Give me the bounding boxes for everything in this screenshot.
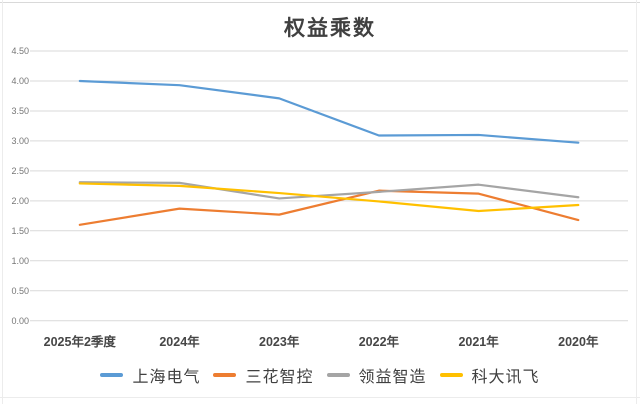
x-tick-label: 2024年 <box>159 335 200 349</box>
legend-item: 上海电气 <box>100 363 200 387</box>
legend-label: 上海电气 <box>132 369 201 386</box>
legend: 上海电气 三花智控 领益智造 科大讯飞 <box>0 363 640 387</box>
y-tick-label: 0.50 <box>11 285 29 296</box>
y-tick-label: 1.00 <box>11 255 29 266</box>
x-tick-label: 2023年 <box>259 335 300 349</box>
y-tick-label: 2.50 <box>11 165 29 176</box>
y-tick-label: 0.00 <box>11 315 29 326</box>
legend-label: 三花智控 <box>245 369 314 386</box>
legend-item: 领益智造 <box>326 363 427 387</box>
chart-title: 权益乘数 <box>284 16 376 40</box>
frame-bottom-border <box>0 397 640 398</box>
legend-marker <box>100 373 124 377</box>
y-tick-label: 3.00 <box>11 135 29 146</box>
series-line-1 <box>78 189 580 226</box>
legend-item: 科大讯飞 <box>439 363 540 387</box>
y-tick-label: 2.00 <box>11 195 29 206</box>
series-line-0 <box>78 79 580 144</box>
legend-marker <box>439 373 463 377</box>
legend-label: 领益智造 <box>358 369 427 386</box>
y-tick-label: 3.50 <box>11 105 29 116</box>
legend-marker <box>326 373 350 377</box>
y-tick-label: 4.50 <box>11 46 29 56</box>
legend-label: 科大讯飞 <box>471 369 540 386</box>
frame-right-border <box>636 0 637 404</box>
y-tick-label: 1.50 <box>11 225 29 236</box>
x-tick-label: 2020年 <box>558 335 599 349</box>
legend-item: 三花智控 <box>213 363 313 387</box>
y-tick-label: 4.00 <box>11 75 29 86</box>
series-line-3 <box>78 182 580 213</box>
legend-marker <box>213 373 237 377</box>
frame-left-border <box>2 0 3 404</box>
x-tick-label: 2021年 <box>458 335 499 349</box>
x-tick-label: 2022年 <box>358 335 400 349</box>
frame-top-border <box>0 2 640 3</box>
x-tick-label: 2025年2季度 <box>43 335 116 349</box>
series-line-2 <box>78 181 580 200</box>
